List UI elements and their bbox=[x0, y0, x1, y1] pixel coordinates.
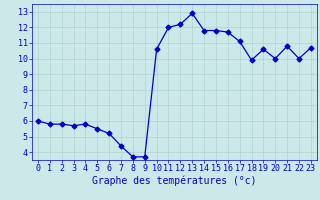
X-axis label: Graphe des températures (°c): Graphe des températures (°c) bbox=[92, 176, 257, 186]
